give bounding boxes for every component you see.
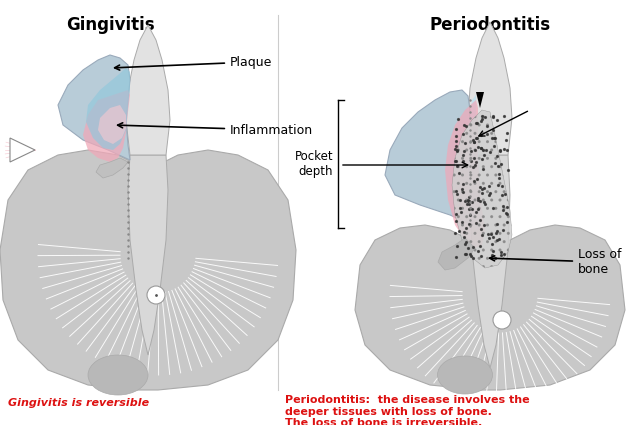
Polygon shape — [10, 138, 35, 162]
Text: Gingivitis is reversible: Gingivitis is reversible — [8, 398, 149, 408]
Ellipse shape — [438, 356, 493, 394]
Polygon shape — [438, 238, 475, 270]
Circle shape — [493, 311, 511, 329]
Polygon shape — [86, 68, 130, 150]
Polygon shape — [126, 25, 170, 155]
Polygon shape — [98, 105, 126, 144]
Text: Periodontitis:  the disease involves the
deeper tissues with loss of bone.
The l: Periodontitis: the disease involves the … — [285, 395, 530, 425]
Polygon shape — [83, 90, 130, 162]
Polygon shape — [58, 55, 130, 160]
Ellipse shape — [88, 355, 148, 395]
Polygon shape — [385, 90, 472, 225]
Circle shape — [147, 286, 165, 304]
Polygon shape — [470, 155, 510, 368]
Text: Plaque: Plaque — [115, 56, 273, 70]
Text: Inflammation: Inflammation — [118, 123, 313, 136]
Polygon shape — [128, 155, 168, 355]
Polygon shape — [445, 100, 485, 248]
Polygon shape — [468, 22, 512, 155]
Polygon shape — [0, 150, 296, 390]
Text: Gingivitis: Gingivitis — [66, 16, 154, 34]
Polygon shape — [476, 92, 484, 108]
Text: Loss of
bone: Loss of bone — [490, 248, 621, 276]
Text: Pocket
depth: Pocket depth — [294, 150, 333, 178]
Text: Periodontitis: Periodontitis — [429, 16, 550, 34]
Polygon shape — [452, 110, 512, 268]
Polygon shape — [468, 95, 482, 230]
Polygon shape — [355, 225, 625, 390]
Polygon shape — [96, 158, 128, 178]
